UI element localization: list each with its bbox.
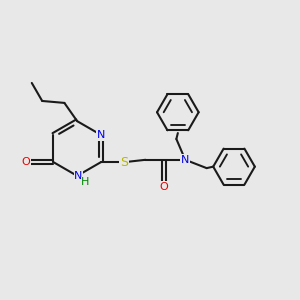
Text: S: S: [120, 156, 128, 169]
Text: H: H: [81, 177, 90, 188]
Text: O: O: [160, 182, 168, 192]
Text: O: O: [22, 157, 30, 167]
Text: N: N: [74, 171, 82, 181]
Text: N: N: [97, 130, 105, 140]
Text: N: N: [181, 155, 190, 165]
